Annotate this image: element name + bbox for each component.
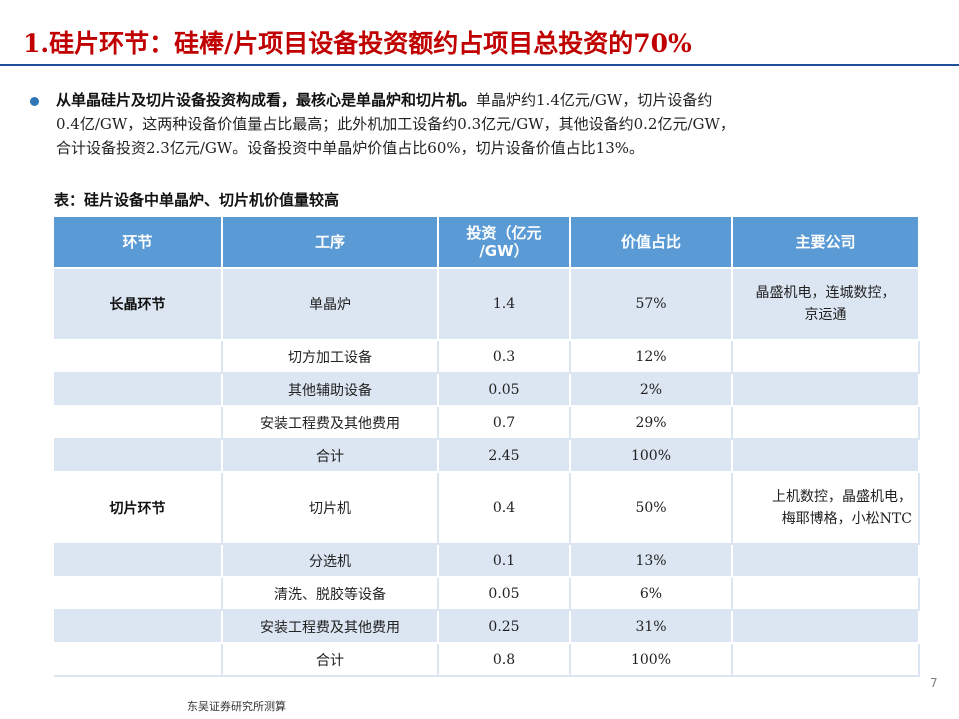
investment-cell: 0.3 — [438, 340, 571, 374]
process-cell: 单晶炉 — [222, 268, 439, 341]
share-cell: 31% — [570, 610, 733, 644]
companies-line1: 上机数控，晶盛机电， — [772, 489, 912, 505]
slide-title-bar: 1.硅片环节：硅棒/片项目设备投资额约占项目总投资的70% — [0, 14, 959, 70]
companies-cell — [732, 340, 920, 374]
slide-title: 1.硅片环节：硅棒/片项目设备投资额约占项目总投资的70% — [23, 29, 692, 58]
stage-cell-empty — [54, 577, 223, 611]
table-row: 安装工程费及其他费用 0.25 31% — [54, 610, 920, 644]
stage-cell-empty — [54, 439, 223, 473]
table-row: 长晶环节 单晶炉 1.4 57% 晶盛机电，连城数控， 京运通 — [54, 268, 920, 341]
table-row: 安装工程费及其他费用 0.7 29% — [54, 406, 920, 440]
stage-cell: 切片环节 — [54, 472, 223, 545]
companies-cell — [732, 439, 920, 473]
stage-cell-empty — [54, 406, 223, 440]
bullet-dot-icon — [30, 97, 39, 106]
table-header-row: 环节 工序 投资（亿元/GW） 价值占比 主要公司 — [54, 217, 920, 269]
process-cell: 安装工程费及其他费用 — [222, 406, 439, 440]
share-cell: 57% — [570, 268, 733, 341]
companies-line1: 晶盛机电，连城数控， — [755, 285, 896, 301]
companies-cell: 晶盛机电，连城数控， 京运通 — [732, 268, 920, 341]
share-cell: 29% — [570, 406, 733, 440]
companies-cell — [732, 643, 920, 677]
table-row: 合计 2.45 100% — [54, 439, 920, 473]
investment-cell: 0.4 — [438, 472, 571, 545]
process-cell: 切片机 — [222, 472, 439, 545]
process-cell: 清洗、脱胶等设备 — [222, 577, 439, 611]
companies-line2: 梅耶博格，小松NTC — [781, 511, 912, 527]
table-row: 分选机 0.1 13% — [54, 544, 920, 578]
header-investment-line2: /GW） — [479, 242, 529, 260]
header-share: 价值占比 — [570, 217, 733, 269]
companies-cell: 上机数控，晶盛机电， 梅耶博格，小松NTC — [732, 472, 920, 545]
companies-cell — [732, 406, 920, 440]
process-cell: 安装工程费及其他费用 — [222, 610, 439, 644]
title-divider — [0, 64, 959, 66]
share-cell: 2% — [570, 373, 733, 407]
investment-cell: 0.1 — [438, 544, 571, 578]
header-investment-line1: 投资（亿元 — [466, 224, 542, 242]
intro-paragraph: 从单晶硅片及切片设备投资构成看，最核心是单晶炉和切片机。单晶炉约1.4亿元/GW… — [56, 88, 936, 160]
process-cell: 合计 — [222, 439, 439, 473]
intro-line-1: 从单晶硅片及切片设备投资构成看，最核心是单晶炉和切片机。单晶炉约1.4亿元/GW… — [56, 88, 936, 112]
companies-line2: 京运通 — [804, 307, 847, 323]
intro-line-3: 合计设备投资2.3亿元/GW。设备投资中单晶炉价值占比60%，切片设备价值占比1… — [56, 139, 644, 157]
header-companies: 主要公司 — [732, 217, 920, 269]
share-cell: 6% — [570, 577, 733, 611]
share-cell: 13% — [570, 544, 733, 578]
table-row: 清洗、脱胶等设备 0.05 6% — [54, 577, 920, 611]
stage-cell-empty — [54, 610, 223, 644]
investment-cell: 1.4 — [438, 268, 571, 341]
investment-cell: 0.25 — [438, 610, 571, 644]
header-process: 工序 — [222, 217, 439, 269]
stage-cell-empty — [54, 340, 223, 374]
share-cell: 12% — [570, 340, 733, 374]
process-cell: 分选机 — [222, 544, 439, 578]
equipment-investment-table: 环节 工序 投资（亿元/GW） 价值占比 主要公司 长晶环节 单晶炉 1.4 5… — [54, 217, 920, 677]
share-cell: 50% — [570, 472, 733, 545]
page-number: 7 — [930, 676, 938, 690]
intro-bold-lead: 从单晶硅片及切片设备投资构成看，最核心是单晶炉和切片机。 — [56, 91, 477, 109]
investment-cell: 2.45 — [438, 439, 571, 473]
investment-cell: 0.8 — [438, 643, 571, 677]
stage-cell: 长晶环节 — [54, 268, 223, 341]
share-cell: 100% — [570, 643, 733, 677]
header-stage: 环节 — [54, 217, 223, 269]
process-cell: 其他辅助设备 — [222, 373, 439, 407]
intro-line-1-rest: 单晶炉约1.4亿元/GW，切片设备约 — [476, 91, 713, 109]
investment-cell: 0.7 — [438, 406, 571, 440]
investment-cell: 0.05 — [438, 373, 571, 407]
companies-cell — [732, 544, 920, 578]
share-cell: 100% — [570, 439, 733, 473]
companies-cell — [732, 577, 920, 611]
source-note: 东吴证券研究所测算 — [187, 700, 286, 713]
process-cell: 切方加工设备 — [222, 340, 439, 374]
stage-cell-empty — [54, 643, 223, 677]
process-cell: 合计 — [222, 643, 439, 677]
table-caption: 表：硅片设备中单晶炉、切片机价值量较高 — [54, 191, 340, 209]
table-row: 合计 0.8 100% — [54, 643, 920, 677]
table-row: 切片环节 切片机 0.4 50% 上机数控，晶盛机电， 梅耶博格，小松NTC — [54, 472, 920, 545]
stage-cell-empty — [54, 373, 223, 407]
companies-cell — [732, 610, 920, 644]
header-investment: 投资（亿元/GW） — [438, 217, 571, 269]
table-row: 切方加工设备 0.3 12% — [54, 340, 920, 374]
investment-cell: 0.05 — [438, 577, 571, 611]
intro-line-2: 0.4亿/GW，这两种设备价值量占比最高；此外机加工设备约0.3亿元/GW，其他… — [56, 115, 735, 133]
companies-cell — [732, 373, 920, 407]
stage-cell-empty — [54, 544, 223, 578]
table-row: 其他辅助设备 0.05 2% — [54, 373, 920, 407]
